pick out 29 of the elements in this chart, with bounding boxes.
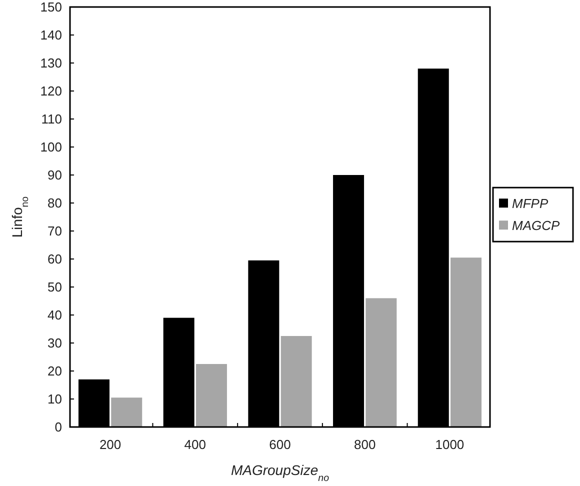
- y-tick-label: 150: [40, 0, 62, 15]
- y-tick-label: 140: [40, 28, 62, 43]
- y-tick-label: 90: [48, 168, 62, 183]
- y-tick-label: 70: [48, 224, 62, 239]
- x-tick-label: 600: [269, 437, 291, 452]
- bar: [280, 336, 312, 427]
- y-tick-label: 110: [41, 112, 62, 127]
- y-tick-label: 80: [48, 196, 62, 211]
- bar: [366, 298, 397, 427]
- x-tick-label: 1000: [435, 437, 464, 452]
- x-tick-label: 200: [99, 437, 122, 452]
- y-tick-label: 130: [40, 56, 62, 71]
- y-tick-label: 50: [48, 280, 62, 295]
- bar: [450, 258, 482, 427]
- bar: [111, 398, 142, 427]
- x-tick-label: 800: [354, 437, 376, 452]
- y-tick-label: 30: [48, 336, 62, 351]
- y-tick-label: 20: [48, 364, 62, 379]
- y-tick-label: 60: [48, 252, 62, 267]
- x-axis-title: MAGroupSize$_{no}$: [230, 462, 330, 484]
- y-tick-label: 120: [40, 84, 62, 99]
- bar: [196, 364, 227, 427]
- y-tick-label: 100: [40, 140, 62, 155]
- y-tick-label: 40: [48, 308, 62, 323]
- legend-label: MAGCP: [512, 218, 560, 234]
- y-tick-label: 0: [54, 420, 62, 435]
- legend-label: MFPP: [512, 196, 548, 212]
- x-tick-label: 400: [184, 437, 206, 452]
- y-tick-label: 10: [48, 392, 62, 407]
